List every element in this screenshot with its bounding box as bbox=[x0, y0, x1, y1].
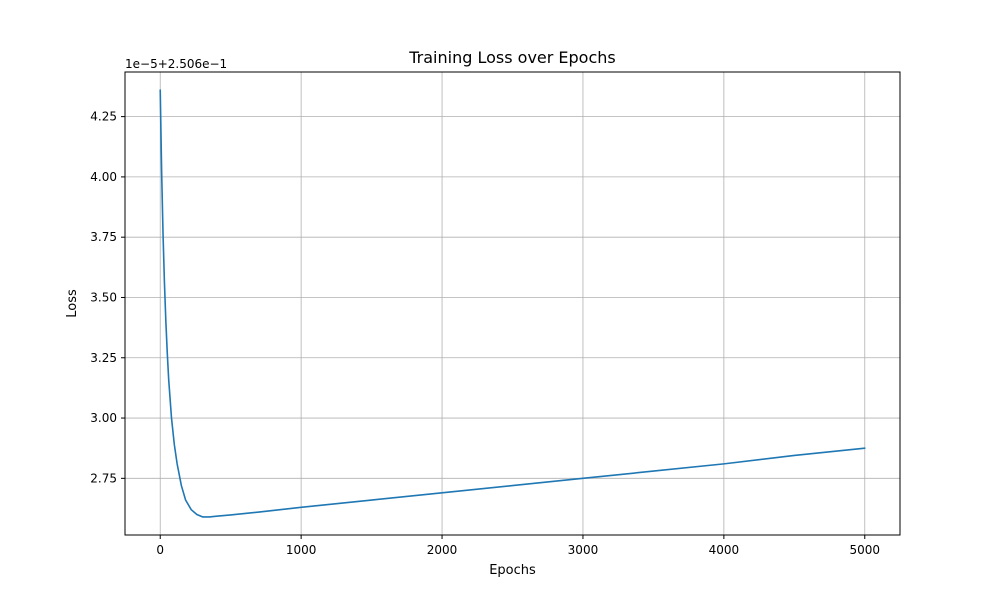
y-tick-label: 3.00 bbox=[90, 411, 117, 425]
y-tick-label: 3.25 bbox=[90, 351, 117, 365]
y-tick-label: 4.25 bbox=[90, 110, 117, 124]
series-layer bbox=[159, 89, 866, 518]
y-tick-label: 2.75 bbox=[90, 471, 117, 485]
y-axis-label: Loss bbox=[65, 289, 80, 318]
loss-line bbox=[159, 89, 866, 518]
y-tick-label: 3.50 bbox=[90, 290, 117, 304]
y-tick-label: 3.75 bbox=[90, 230, 117, 244]
x-tick-label: 1000 bbox=[286, 543, 317, 557]
x-tick-label: 3000 bbox=[568, 543, 599, 557]
grid bbox=[125, 72, 900, 535]
x-tick-label: 5000 bbox=[849, 543, 880, 557]
x-tick-label: 0 bbox=[156, 543, 164, 557]
x-tick-label: 2000 bbox=[427, 543, 458, 557]
ticks: 0 1000 2000 3000 4000 5000 2.75 3.00 3.25 3.50 3.7… bbox=[90, 110, 880, 557]
y-tick-label: 4.00 bbox=[90, 170, 117, 184]
plot-frame bbox=[124, 71, 901, 536]
x-tick-label: 4000 bbox=[709, 543, 740, 557]
x-axis-label: Epochs bbox=[489, 563, 536, 578]
chart-title: Training Loss over Epochs bbox=[408, 48, 616, 67]
y-offset-label: 1e−5+2.506e−1 bbox=[125, 57, 227, 71]
